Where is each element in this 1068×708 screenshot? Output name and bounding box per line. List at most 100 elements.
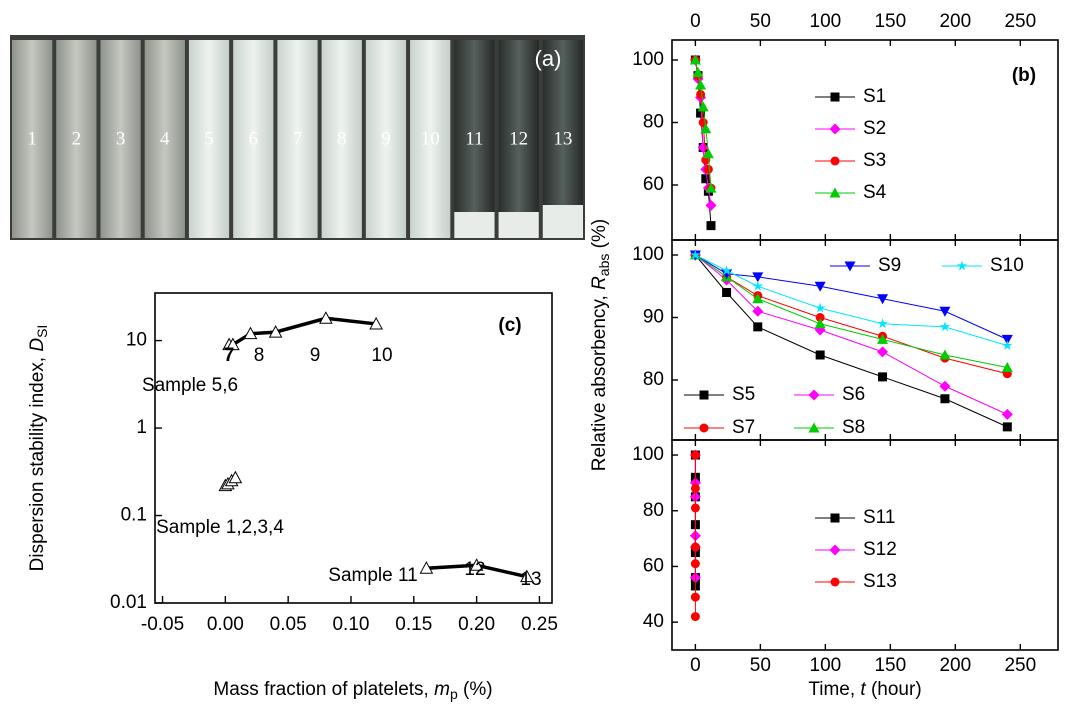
legend-label: S2 — [863, 118, 886, 139]
y-tick-label: 90 — [643, 307, 664, 328]
y-tick-label: 40 — [643, 611, 664, 632]
sediment — [454, 212, 495, 238]
marker — [696, 108, 706, 118]
x-tick-label: 100 — [810, 655, 842, 676]
tube-label: 1 — [27, 128, 37, 149]
x-tick-label: 50 — [750, 11, 771, 32]
marker — [689, 54, 701, 65]
marker — [703, 164, 713, 174]
marker — [690, 612, 700, 622]
marker — [702, 148, 714, 159]
marker — [939, 380, 951, 392]
sediment — [542, 205, 583, 238]
marker — [752, 280, 764, 291]
legend-label: S10 — [990, 255, 1024, 276]
annotation: 10 — [371, 345, 392, 366]
marker — [877, 333, 889, 344]
marker — [692, 67, 704, 77]
marker — [1001, 362, 1013, 372]
marker — [1002, 340, 1013, 351]
marker — [722, 288, 732, 297]
y-tick-label: 100 — [632, 244, 664, 265]
marker — [814, 281, 826, 292]
legend-marker — [808, 389, 820, 401]
marker — [419, 561, 434, 574]
annotation: 12 — [464, 559, 485, 580]
marker — [700, 123, 712, 134]
legend-marker — [699, 423, 709, 433]
x-tick-label: -0.05 — [141, 614, 184, 635]
x-tick-label: 0.20 — [458, 614, 495, 635]
tube — [410, 40, 451, 238]
annotation: Sample 5,6 — [142, 375, 238, 396]
tube — [233, 40, 274, 238]
marker — [469, 558, 484, 571]
marker — [520, 569, 534, 583]
series-line — [695, 254, 1008, 375]
marker — [243, 326, 258, 340]
marker — [690, 450, 700, 460]
marker — [814, 318, 826, 329]
marker — [1001, 408, 1013, 420]
y-tick-label: 0.01 — [110, 592, 147, 613]
axis-label: Time, t (hour) — [808, 679, 921, 700]
tube-label: 7 — [293, 128, 303, 149]
tube-label: 12 — [509, 128, 528, 149]
legend-marker — [844, 261, 856, 272]
legend-marker — [830, 513, 840, 523]
y-tick-label: 80 — [643, 369, 664, 390]
legend-marker — [808, 422, 820, 433]
x-tick-label: 0 — [690, 11, 701, 32]
tube-label: 11 — [465, 128, 483, 149]
y-tick-label: 100 — [632, 49, 664, 70]
tube-label: 6 — [249, 128, 259, 149]
legend-label: S4 — [863, 182, 887, 203]
x-tick-label: 200 — [939, 11, 971, 32]
annotation: 7 — [224, 345, 235, 366]
axis-label: Dispersion stability index, DSI — [27, 325, 50, 572]
legend-label: S5 — [732, 384, 755, 405]
axis-label: Mass fraction of platelets, mp (%) — [213, 679, 492, 702]
marker — [877, 294, 889, 305]
panel-label: (a) — [535, 46, 562, 71]
marker — [690, 592, 700, 602]
x-tick-label: 250 — [1004, 655, 1036, 676]
sediment — [498, 212, 539, 238]
axis-label-subscript: SI — [34, 325, 50, 338]
tube — [56, 40, 97, 238]
axis-label-symbol: t — [860, 679, 866, 700]
marker — [939, 349, 951, 360]
y-tick-label: 80 — [643, 500, 664, 521]
y-tick-label: 100 — [632, 444, 664, 465]
tube-label: 5 — [204, 128, 214, 149]
marker — [940, 394, 950, 404]
axis-label-unit: (%) — [589, 219, 610, 254]
legend-marker — [830, 577, 840, 587]
photo: 1 2 3 4 5 6 7 8 9 10 11 12 13 — [12, 40, 583, 238]
tube-label: 10 — [421, 128, 440, 149]
marker — [705, 182, 717, 193]
axis-label-symbol: m — [434, 679, 450, 700]
tube — [144, 40, 185, 238]
axis-label-unit: (%) — [458, 679, 493, 700]
annotation: 13 — [520, 569, 541, 590]
axis-label: Relative absorbency, Rabs (%) — [589, 219, 612, 471]
marker — [706, 221, 716, 231]
annotation: Sample 11 — [328, 565, 417, 586]
axis-label-unit: (hour) — [866, 679, 922, 700]
marker — [690, 503, 700, 513]
axis-label-text: Relative absorbency, — [589, 290, 610, 471]
tube — [188, 40, 230, 238]
y-tick-label: 10 — [126, 330, 147, 351]
marker — [752, 293, 764, 304]
legend-label: S1 — [863, 86, 886, 107]
x-tick-label: 150 — [874, 655, 906, 676]
marker — [690, 559, 700, 569]
tube — [277, 40, 318, 238]
marker — [319, 311, 333, 324]
tube-label: 4 — [160, 128, 170, 149]
marker — [753, 322, 763, 332]
tube — [454, 40, 495, 238]
marker — [690, 542, 700, 552]
x-tick-label: 150 — [874, 11, 906, 32]
